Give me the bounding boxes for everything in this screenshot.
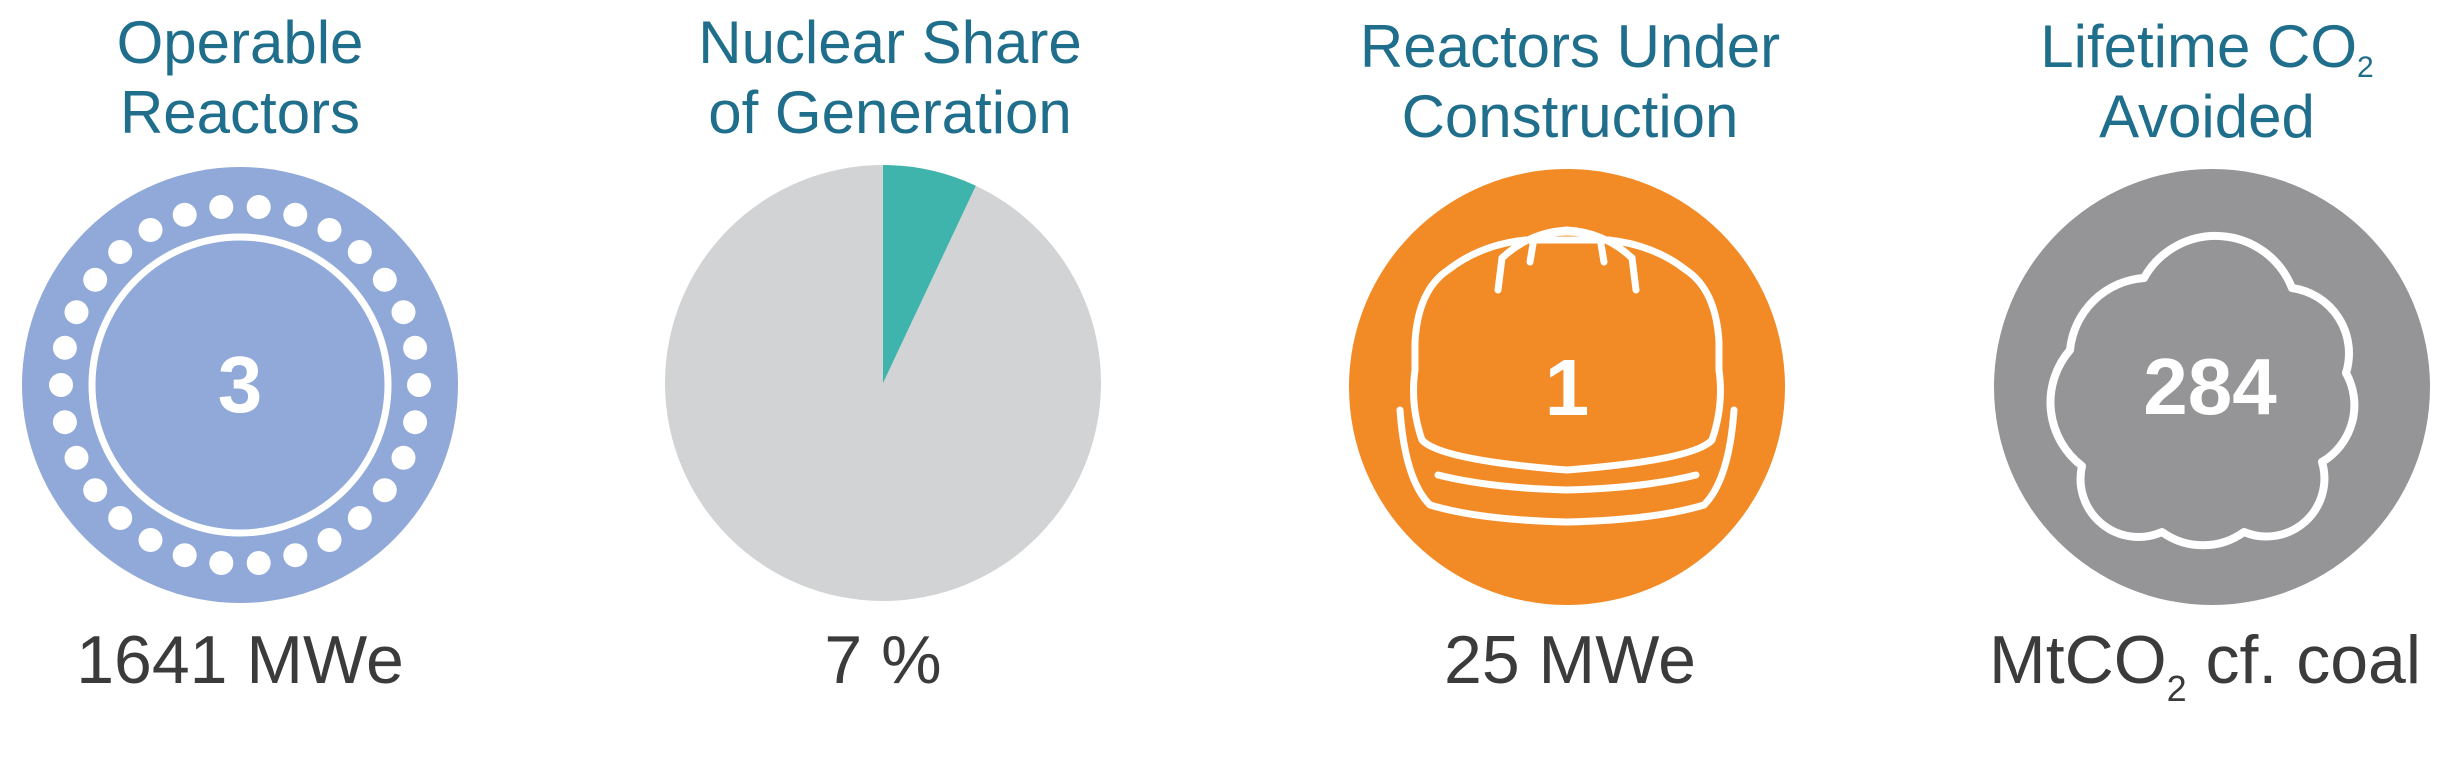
under-construction-capacity: 25 MWe bbox=[1444, 622, 1696, 698]
operable-reactors-title: Operable Reactors bbox=[0, 8, 480, 148]
reactor-bead bbox=[209, 551, 234, 575]
co2-avoided-title-line1: Lifetime CO2 bbox=[2040, 13, 2374, 84]
cloud-icon bbox=[2046, 231, 2359, 550]
reactor-bead bbox=[52, 335, 77, 360]
co2-cloud-graphic: 284 bbox=[1994, 169, 2430, 605]
reactor-bead bbox=[317, 218, 342, 242]
operable-reactors-title-line1: Operable bbox=[116, 9, 364, 76]
reactor-bead bbox=[246, 551, 271, 575]
nuclear-share-percent: 7 % bbox=[824, 622, 942, 698]
reactor-bead bbox=[283, 202, 308, 227]
reactor-bead bbox=[83, 478, 108, 503]
reactor-bead bbox=[347, 506, 372, 530]
reactor-bead bbox=[391, 445, 416, 470]
under-construction-value: 1 bbox=[1545, 343, 1590, 432]
reactor-bead bbox=[372, 267, 397, 292]
reactor-bead bbox=[317, 528, 342, 552]
reactor-bead bbox=[347, 240, 372, 264]
reactor-bead bbox=[64, 445, 89, 470]
reactor-bead bbox=[172, 543, 197, 568]
under-construction-title-line1: Reactors Under bbox=[1359, 13, 1781, 80]
nuclear-share-title-line1: Nuclear Share bbox=[698, 9, 1082, 76]
nuclear-share-title: Nuclear Share of Generation bbox=[650, 8, 1130, 148]
reactor-bead bbox=[372, 478, 397, 503]
under-construction-title: Reactors Under Construction bbox=[1330, 12, 1810, 152]
reactor-bead bbox=[49, 373, 73, 397]
under-construction-panel: Reactors Under Construction 1 25 MWe bbox=[1330, 0, 1810, 761]
reactor-bead bbox=[108, 240, 133, 264]
reactor-outer-circle bbox=[22, 167, 458, 603]
reactor-ring-graphic: 3 bbox=[22, 167, 458, 603]
reactor-bead bbox=[172, 202, 197, 227]
reactor-bead bbox=[64, 300, 89, 325]
operable-reactors-panel: Operable Reactors 3 1641 MWe bbox=[0, 0, 480, 761]
nuclear-share-title-line2: of Generation bbox=[708, 79, 1072, 146]
reactor-bead bbox=[209, 195, 234, 219]
reactor-bead bbox=[391, 300, 416, 325]
co2-avoided-title: Lifetime CO2 Avoided bbox=[1958, 12, 2456, 152]
reactor-bead bbox=[407, 373, 431, 397]
reactor-bead-ring bbox=[49, 195, 431, 575]
hard-hat-icon bbox=[1396, 226, 1738, 526]
co2-avoided-panel: Lifetime CO2 Avoided 284 MtCO2 cf. coal bbox=[1966, 0, 2456, 761]
operable-reactors-capacity: 1641 MWe bbox=[76, 622, 404, 698]
reactor-bead bbox=[403, 335, 428, 360]
reactor-bead bbox=[138, 218, 163, 242]
co2-avoided-caption: MtCO2 cf. coal bbox=[1989, 622, 2421, 709]
nuclear-share-panel: Nuclear Share of Generation 7 % bbox=[650, 0, 1130, 761]
reactor-bead bbox=[138, 528, 163, 552]
construction-graphic: 1 bbox=[1349, 169, 1785, 605]
reactor-bead bbox=[283, 543, 308, 568]
reactor-inner-circle bbox=[88, 233, 392, 537]
pie-nuclear-slice bbox=[883, 164, 976, 383]
under-construction-title-line2: Construction bbox=[1401, 83, 1739, 150]
reactor-bead bbox=[246, 195, 271, 219]
reactor-bead bbox=[403, 410, 428, 435]
reactor-bead bbox=[108, 506, 133, 530]
operable-reactors-title-line2: Reactors bbox=[119, 79, 361, 146]
nuclear-share-pie bbox=[665, 164, 1101, 601]
co2-avoided-title-line2: Avoided bbox=[2099, 83, 2315, 150]
reactor-bead bbox=[52, 410, 77, 435]
operable-reactors-value: 3 bbox=[218, 340, 263, 429]
reactor-bead bbox=[83, 267, 108, 292]
co2-avoided-value: 284 bbox=[2143, 342, 2277, 431]
construction-circle bbox=[1349, 169, 1785, 605]
